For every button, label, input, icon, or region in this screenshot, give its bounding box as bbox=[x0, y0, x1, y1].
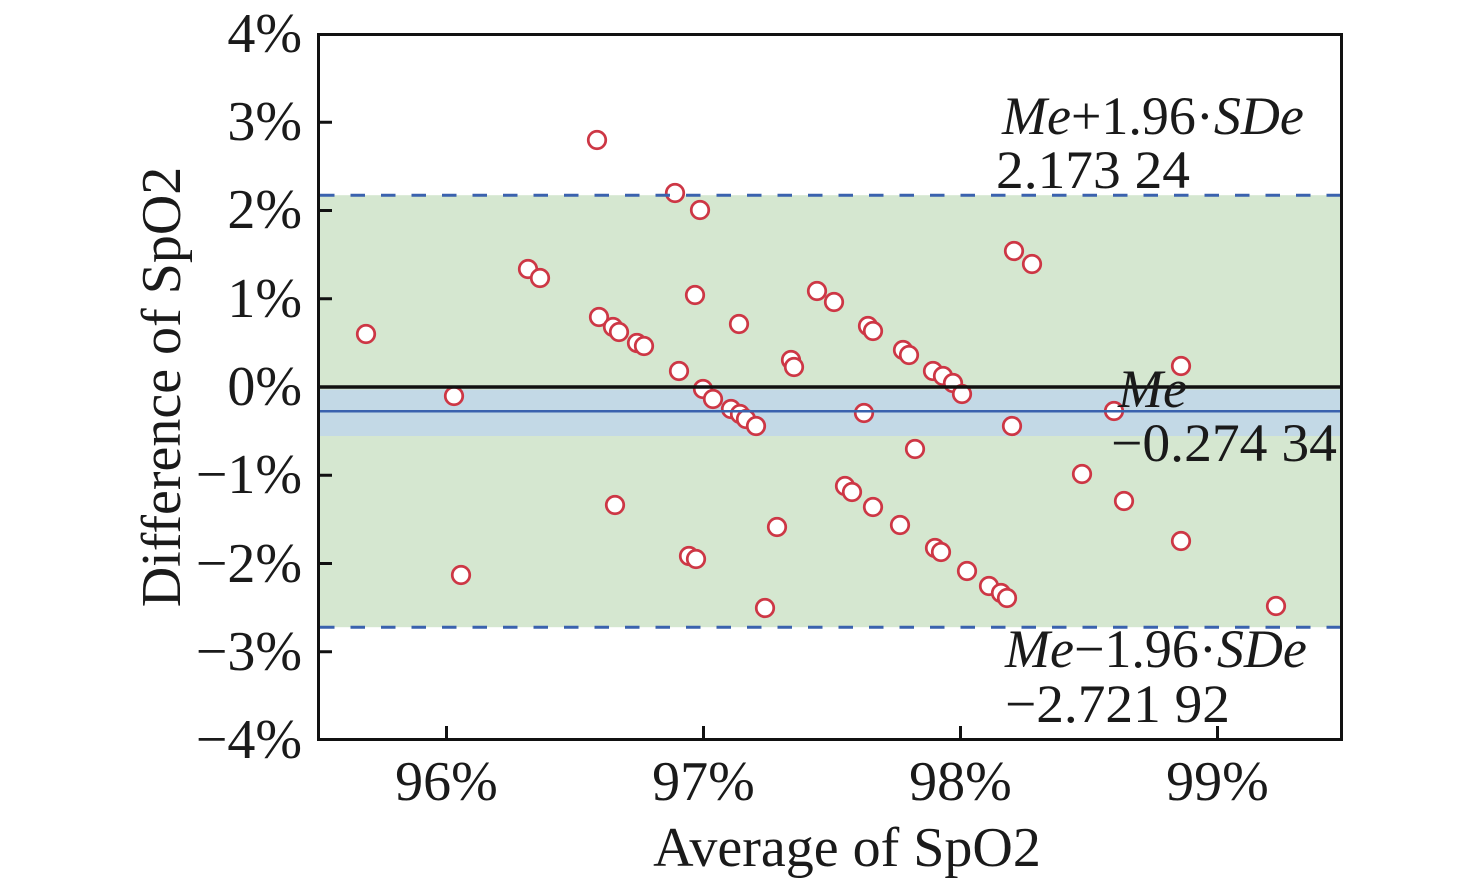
svg-text:97%: 97% bbox=[652, 751, 755, 813]
svg-text:3%: 3% bbox=[227, 91, 302, 153]
svg-text:2.173 24: 2.173 24 bbox=[996, 140, 1190, 200]
svg-text:−2%: −2% bbox=[196, 533, 302, 595]
svg-text:0%: 0% bbox=[227, 356, 302, 418]
svg-text:−1%: −1% bbox=[196, 444, 302, 506]
svg-text:−0.274 34: −0.274 34 bbox=[1111, 413, 1337, 473]
svg-text:2%: 2% bbox=[227, 179, 302, 241]
svg-text:Me+1.96·SDe: Me+1.96·SDe bbox=[1001, 86, 1304, 146]
svg-text:Difference of SpO2: Difference of SpO2 bbox=[131, 167, 193, 608]
svg-text:98%: 98% bbox=[909, 751, 1012, 813]
svg-text:1%: 1% bbox=[227, 268, 302, 330]
svg-text:4%: 4% bbox=[227, 3, 302, 65]
svg-text:96%: 96% bbox=[395, 751, 498, 813]
svg-text:Me: Me bbox=[1117, 359, 1187, 419]
svg-text:−2.721 92: −2.721 92 bbox=[1005, 674, 1230, 734]
svg-text:−4%: −4% bbox=[196, 709, 302, 771]
svg-text:Average of SpO2: Average of SpO2 bbox=[653, 817, 1041, 879]
svg-text:−3%: −3% bbox=[196, 621, 302, 683]
svg-text:Me−1.96·SDe: Me−1.96·SDe bbox=[1004, 619, 1307, 679]
svg-text:99%: 99% bbox=[1166, 751, 1269, 813]
